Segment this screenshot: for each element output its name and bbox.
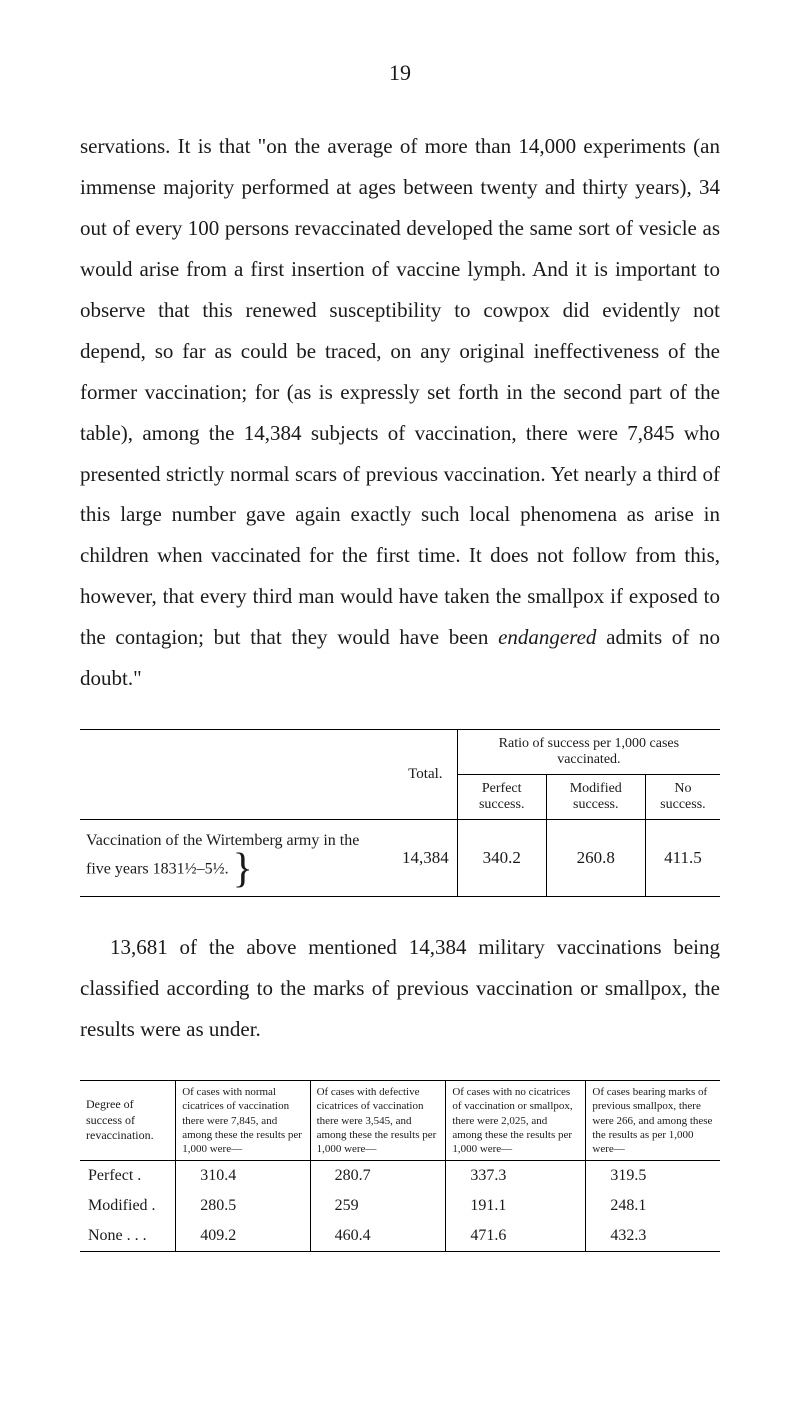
table-2: Degree of success of revaccination. Of c…	[80, 1080, 720, 1252]
table2-r2-v1: 409.2	[176, 1221, 310, 1252]
table2-r2-v2: 460.4	[310, 1221, 446, 1252]
table2-col1: Of cases with normal cicatrices of vacci…	[176, 1080, 310, 1160]
table2-r0-v4: 319.5	[586, 1161, 720, 1192]
table1-val-modified: 260.8	[546, 820, 645, 897]
table1-sub-modified: Modified success.	[546, 775, 645, 820]
table2-col4: Of cases bearing marks of previous small…	[586, 1080, 720, 1160]
paragraph-2: 13,681 of the above mentioned 14,384 mil…	[80, 927, 720, 1050]
paragraph-1-italic: endangered	[498, 625, 596, 649]
table1-val-perfect: 340.2	[457, 820, 546, 897]
table1-hdr-ratio: Ratio of success per 1,000 cases vaccina…	[457, 730, 720, 775]
table2-r2-label: None . . .	[80, 1221, 176, 1252]
table2-r0-v3: 337.3	[446, 1161, 586, 1192]
table2-r2-v3: 471.6	[446, 1221, 586, 1252]
table2-col3: Of cases with no cicatrices of vaccinati…	[446, 1080, 586, 1160]
brace-icon: }	[233, 853, 253, 887]
page-container: 19 servations. It is that "on the averag…	[0, 0, 800, 1362]
table2-r1-v1: 280.5	[176, 1191, 310, 1221]
table2-r0-v1: 310.4	[176, 1161, 310, 1192]
table2-r1-v2: 259	[310, 1191, 446, 1221]
table1-hdr-total: Total.	[394, 730, 457, 820]
paragraph-1: servations. It is that "on the average o…	[80, 126, 720, 699]
table-1: Total. Ratio of success per 1,000 cases …	[80, 729, 720, 897]
table1-val-none: 411.5	[645, 820, 720, 897]
table2-r1-v3: 191.1	[446, 1191, 586, 1221]
table2-col0: Degree of success of revaccination.	[80, 1080, 176, 1160]
table2-r1-label: Modified .	[80, 1191, 176, 1221]
table2-r0-label: Perfect .	[80, 1161, 176, 1192]
table2-r1-v4: 248.1	[586, 1191, 720, 1221]
table2-r2-v4: 432.3	[586, 1221, 720, 1252]
table1-sub-none: No success.	[645, 775, 720, 820]
page-number: 19	[80, 60, 720, 86]
table2-col2: Of cases with defective cicatrices of va…	[310, 1080, 446, 1160]
table1-sub-perfect: Perfect success.	[457, 775, 546, 820]
table1-val-total: 14,384	[394, 820, 457, 897]
table2-r0-v2: 280.7	[310, 1161, 446, 1192]
table1-desc-text: Vaccination of the Wirtemberg army in th…	[86, 832, 359, 877]
table1-row-desc: Vaccination of the Wirtemberg army in th…	[80, 820, 394, 897]
paragraph-1-text: servations. It is that "on the average o…	[80, 134, 720, 649]
